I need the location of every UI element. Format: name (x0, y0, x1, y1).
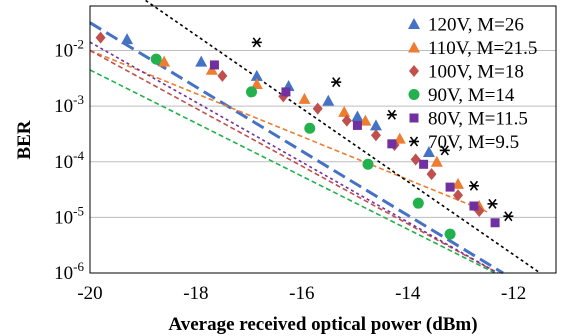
legend-marker-series-6 (409, 136, 419, 147)
data-point-series-1 (121, 33, 134, 45)
data-point-series-5 (445, 182, 455, 192)
star-stroke (469, 180, 479, 191)
legend-label: 110V, M=21.5 (428, 38, 537, 59)
y-axis-title: BER (14, 120, 35, 159)
star-stroke (387, 109, 396, 120)
data-point-series-3 (95, 31, 106, 44)
legend-label: 80V, M=11.5 (428, 109, 528, 130)
x-tick-label: -14 (395, 283, 421, 304)
data-point-series-6 (331, 77, 342, 88)
y-tick-label: 10-5 (54, 203, 84, 228)
data-point-series-5 (209, 60, 219, 70)
data-point-series-1 (195, 55, 208, 67)
fit-line-series-4 (89, 69, 496, 274)
data-point-series-3 (312, 102, 323, 115)
star-stroke (252, 37, 261, 48)
data-point-series-3 (453, 189, 464, 202)
data-point-series-6 (439, 145, 450, 156)
data-point-series-2 (158, 55, 171, 67)
data-point-series-5 (490, 218, 500, 228)
data-point-series-5 (352, 120, 362, 130)
x-tick-label: -12 (501, 283, 526, 304)
data-point-series-2 (338, 105, 351, 117)
x-tick-label: -20 (77, 283, 102, 304)
y-tick-label: 10-2 (54, 37, 84, 62)
fit-line-series-3 (89, 49, 499, 274)
data-point-series-5 (281, 87, 291, 97)
plot-frame (89, 5, 557, 274)
y-tick-label: 10-4 (54, 148, 84, 173)
y-tick-label: 10-3 (54, 92, 84, 117)
data-point-series-5 (387, 139, 397, 149)
data-markers (95, 31, 514, 240)
legend-label: 90V, M=14 (428, 85, 515, 106)
data-point-series-3 (217, 69, 228, 82)
data-point-series-3 (341, 114, 352, 127)
fit-line-series-5 (89, 41, 499, 274)
data-point-series-1 (322, 94, 335, 106)
legend-marker-series-1 (408, 18, 420, 29)
data-point-series-2 (359, 114, 372, 126)
data-point-series-5 (419, 159, 429, 169)
data-point-series-6 (468, 180, 479, 191)
x-tick-labels: -20 -18 -16 -14 -12 (77, 283, 526, 304)
data-point-series-6 (386, 109, 397, 120)
legend-label: 70V, M=9.5 (428, 132, 519, 153)
fit-lines (89, 0, 541, 275)
legend-marker-series-4 (408, 89, 420, 100)
legend-marker-series-5 (409, 113, 419, 123)
star-stroke (409, 136, 419, 147)
legend-label: 120V, M=26 (428, 15, 524, 36)
data-point-series-2 (250, 77, 263, 89)
y-tick-label: 10-6 (54, 259, 84, 284)
data-point-series-4 (412, 197, 424, 209)
legend-label: 100V, M=18 (428, 62, 524, 83)
data-point-series-4 (246, 86, 258, 98)
data-point-series-3 (410, 153, 421, 166)
data-point-series-3 (370, 129, 381, 142)
data-point-series-4 (304, 122, 316, 134)
data-point-series-5 (469, 201, 479, 211)
data-point-series-2 (452, 177, 465, 189)
data-point-series-4 (444, 228, 456, 240)
star-stroke (440, 145, 449, 156)
data-point-series-1 (250, 69, 263, 81)
y-tick-labels: 10-2 10-3 10-4 10-5 10-6 (54, 37, 84, 285)
legend-marker-series-2 (408, 41, 420, 53)
data-point-series-1 (422, 145, 435, 157)
data-point-series-3 (426, 168, 437, 181)
x-axis-title: Average received optical power (dBm) (168, 314, 477, 335)
data-point-series-2 (393, 132, 406, 144)
data-point-series-2 (298, 92, 311, 104)
data-point-series-6 (487, 198, 498, 209)
data-point-series-2 (430, 155, 443, 167)
data-point-series-1 (369, 119, 382, 131)
data-point-series-1 (351, 110, 364, 122)
star-stroke (504, 211, 513, 222)
data-point-series-6 (251, 37, 262, 48)
fit-line-series-1 (89, 21, 504, 275)
star-stroke (488, 198, 497, 209)
x-tick-label: -18 (183, 283, 208, 304)
fit-line-series-6 (145, 0, 541, 274)
grid-lines (90, 50, 556, 218)
x-tick-label: -16 (289, 283, 314, 304)
data-point-series-6 (503, 211, 514, 222)
legend-marker-series-3 (409, 65, 419, 77)
data-point-series-4 (362, 158, 374, 170)
data-point-series-4 (150, 53, 162, 65)
star-stroke (332, 77, 341, 88)
